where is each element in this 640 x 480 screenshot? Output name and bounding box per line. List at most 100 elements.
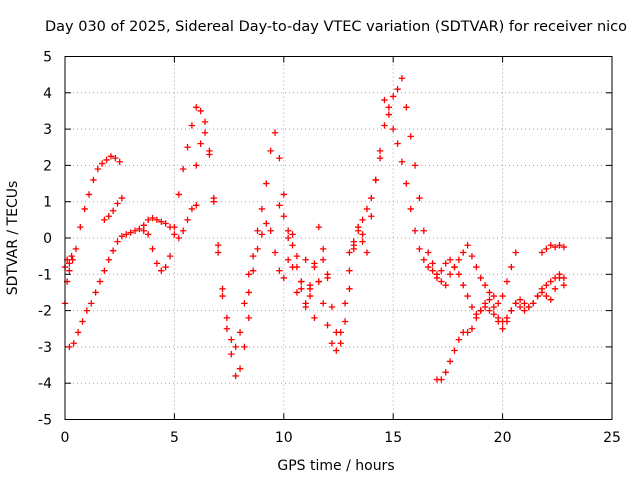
data-point bbox=[473, 315, 479, 321]
data-point bbox=[421, 257, 427, 263]
data-point bbox=[320, 300, 326, 306]
data-point bbox=[386, 104, 392, 110]
y-tick-labels: 5 4 3 2 1 0 -1 -2 -3 -4 -5 bbox=[38, 50, 52, 429]
data-point bbox=[548, 297, 554, 303]
data-point bbox=[77, 224, 83, 230]
y-tick-label: 1 bbox=[43, 195, 52, 211]
data-point bbox=[276, 267, 282, 273]
data-point bbox=[324, 322, 330, 328]
data-point bbox=[99, 160, 105, 166]
data-point bbox=[403, 104, 409, 110]
data-point bbox=[469, 304, 475, 310]
data-point bbox=[184, 217, 190, 223]
data-point bbox=[101, 217, 107, 223]
data-point bbox=[556, 275, 562, 281]
data-point bbox=[460, 282, 466, 288]
data-point bbox=[117, 159, 123, 165]
data-point bbox=[329, 340, 335, 346]
data-point bbox=[456, 271, 462, 277]
data-point bbox=[254, 228, 260, 234]
data-point bbox=[429, 267, 435, 273]
y-tick-label: 3 bbox=[43, 122, 52, 138]
data-point bbox=[215, 249, 221, 255]
data-point bbox=[211, 195, 217, 201]
data-point bbox=[263, 220, 269, 226]
y-tick-label: -5 bbox=[38, 413, 52, 429]
data-point bbox=[90, 177, 96, 183]
data-point bbox=[316, 278, 322, 284]
data-point bbox=[68, 253, 74, 259]
data-point bbox=[421, 228, 427, 234]
x-tick-label: 15 bbox=[384, 430, 402, 446]
data-point bbox=[71, 340, 77, 346]
data-point bbox=[197, 140, 203, 146]
data-point bbox=[447, 271, 453, 277]
data-point bbox=[390, 126, 396, 132]
data-point bbox=[250, 253, 256, 259]
data-point bbox=[377, 148, 383, 154]
data-point bbox=[438, 267, 444, 273]
data-point bbox=[381, 97, 387, 103]
chart-title: Day 030 of 2025, Sidereal Day-to-day VTE… bbox=[45, 19, 627, 35]
data-point bbox=[478, 307, 484, 313]
data-point bbox=[425, 264, 431, 270]
data-point bbox=[504, 278, 510, 284]
data-point bbox=[250, 267, 256, 273]
data-point bbox=[390, 93, 396, 99]
data-point bbox=[294, 253, 300, 259]
data-point bbox=[259, 206, 265, 212]
data-point bbox=[79, 318, 85, 324]
chart-root: 5 4 3 2 1 0 -1 -2 -3 -4 -5 0 5 10 15 20 … bbox=[0, 0, 640, 480]
y-axis-label: SDTVAR / TECUs bbox=[5, 181, 21, 296]
y-tick-label: -4 bbox=[38, 376, 52, 392]
data-point bbox=[517, 297, 523, 303]
data-point bbox=[473, 264, 479, 270]
x-tick-label: 0 bbox=[61, 430, 70, 446]
data-point bbox=[219, 293, 225, 299]
data-point bbox=[263, 180, 269, 186]
data-point bbox=[298, 286, 304, 292]
y-tick-label: -1 bbox=[38, 267, 52, 283]
data-point bbox=[311, 260, 317, 266]
y-tick-label: -2 bbox=[38, 304, 52, 320]
data-point bbox=[215, 242, 221, 248]
data-point bbox=[267, 148, 273, 154]
data-point bbox=[302, 300, 308, 306]
data-point bbox=[241, 344, 247, 350]
data-point bbox=[513, 300, 519, 306]
data-point bbox=[281, 191, 287, 197]
data-point bbox=[180, 228, 186, 234]
data-point bbox=[438, 278, 444, 284]
data-point bbox=[307, 293, 313, 299]
data-point bbox=[276, 202, 282, 208]
data-point bbox=[394, 140, 400, 146]
data-point bbox=[456, 336, 462, 342]
data-point bbox=[521, 300, 527, 306]
data-point bbox=[237, 329, 243, 335]
data-point bbox=[508, 307, 514, 313]
data-point bbox=[359, 231, 365, 237]
data-point bbox=[171, 224, 177, 230]
data-point bbox=[202, 130, 208, 136]
data-point bbox=[272, 130, 278, 136]
data-point bbox=[416, 195, 422, 201]
data-point bbox=[228, 336, 234, 342]
data-point bbox=[399, 159, 405, 165]
data-point bbox=[75, 329, 81, 335]
data-point bbox=[289, 231, 295, 237]
data-point bbox=[193, 104, 199, 110]
y-tick-label: -3 bbox=[38, 340, 52, 356]
data-points bbox=[62, 75, 567, 383]
data-point bbox=[526, 304, 532, 310]
data-point bbox=[302, 257, 308, 263]
data-point bbox=[534, 293, 540, 299]
data-point bbox=[517, 304, 523, 310]
data-point bbox=[351, 246, 357, 252]
data-point bbox=[508, 264, 514, 270]
data-point bbox=[66, 344, 72, 350]
data-point bbox=[412, 228, 418, 234]
data-point bbox=[66, 267, 72, 273]
data-point bbox=[464, 293, 470, 299]
data-point bbox=[543, 293, 549, 299]
data-point bbox=[447, 358, 453, 364]
